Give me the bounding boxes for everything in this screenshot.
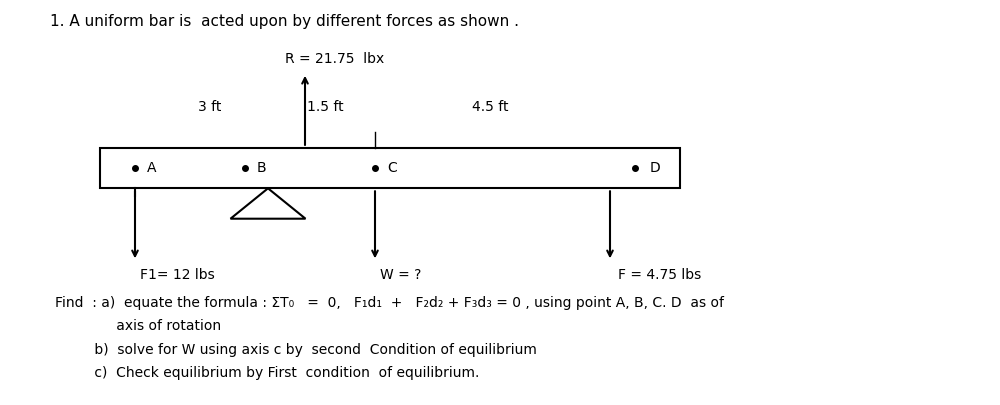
Bar — [100, 148, 680, 188]
Text: F1= 12 lbs: F1= 12 lbs — [140, 268, 215, 282]
Text: 4.5 ft: 4.5 ft — [472, 100, 508, 114]
Text: c)  Check equilibrium by First  condition  of equilibrium.: c) Check equilibrium by First condition … — [55, 366, 479, 380]
Text: A: A — [147, 161, 157, 175]
Text: B: B — [257, 161, 267, 175]
Text: W = ?: W = ? — [380, 268, 421, 282]
Text: axis of rotation: axis of rotation — [55, 319, 221, 333]
Text: Find  : a)  equate the formula : ΣT₀   =  0,   F₁d₁  +   F₂d₂ + F₃d₃ = 0 , using: Find : a) equate the formula : ΣT₀ = 0, … — [55, 296, 724, 310]
Text: D: D — [650, 161, 661, 175]
Text: 1.5 ft: 1.5 ft — [307, 100, 343, 114]
Text: 1. A uniform bar is  acted upon by different forces as shown .: 1. A uniform bar is acted upon by differ… — [50, 14, 519, 29]
Text: R = 21.75  lbx: R = 21.75 lbx — [285, 51, 384, 66]
Text: F = 4.75 lbs: F = 4.75 lbs — [618, 268, 701, 282]
Text: 3 ft: 3 ft — [198, 100, 222, 114]
Text: C: C — [387, 161, 397, 175]
Text: b)  solve for W using axis c by  second  Condition of equilibrium: b) solve for W using axis c by second Co… — [55, 343, 537, 357]
